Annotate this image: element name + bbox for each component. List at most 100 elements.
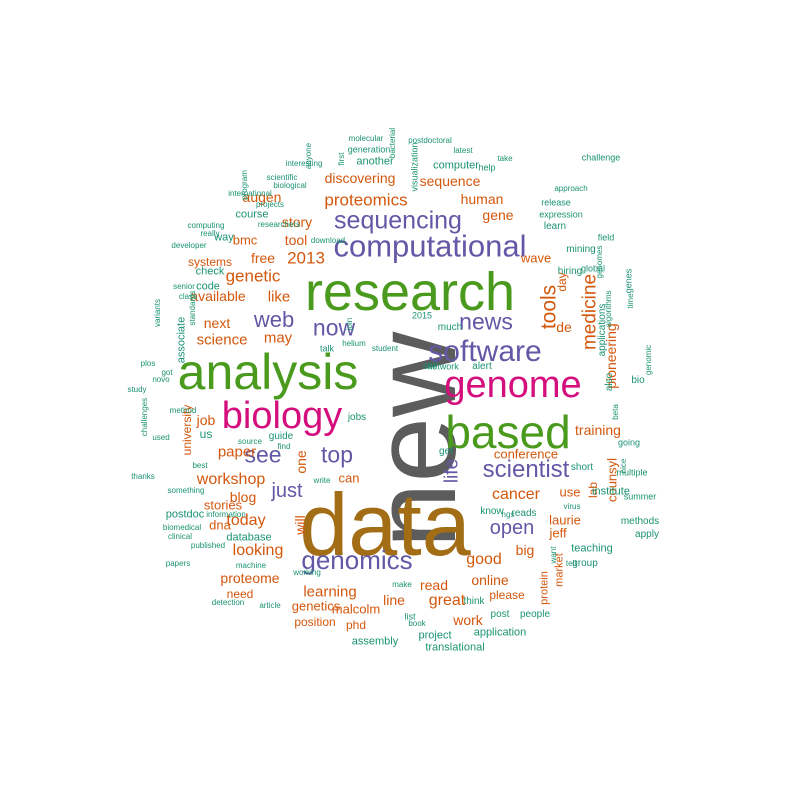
word-expression: expression bbox=[539, 209, 583, 220]
word-news: news bbox=[459, 308, 513, 335]
word-line: line bbox=[383, 592, 405, 608]
word-science: science bbox=[196, 331, 248, 349]
word-bmc: bmc bbox=[232, 232, 258, 248]
word-systems: systems bbox=[187, 255, 233, 269]
word-genetics: genetics bbox=[291, 598, 341, 614]
word-analysis: analysis bbox=[177, 344, 359, 400]
word-computing: computing bbox=[187, 221, 225, 230]
word-one: one bbox=[293, 450, 309, 474]
word-now: now bbox=[312, 314, 356, 341]
word-people: people bbox=[519, 609, 551, 620]
word-tell: tell bbox=[565, 559, 577, 568]
word-papers: papers bbox=[165, 559, 191, 568]
word-associate: associate bbox=[175, 316, 188, 364]
word-jeff: jeff bbox=[549, 525, 567, 541]
word-based: based bbox=[445, 406, 571, 458]
word-postdoctoral: postdoctoral bbox=[408, 136, 452, 145]
word-genomes: genomes bbox=[595, 245, 604, 279]
word-make: make bbox=[392, 580, 412, 589]
word-job: job bbox=[196, 412, 216, 428]
word-methods: methods bbox=[620, 516, 660, 527]
word-scientist: scientist bbox=[482, 456, 570, 483]
word-visualization: visualization bbox=[409, 142, 420, 192]
word-best: best bbox=[192, 461, 208, 470]
word-variants: variants bbox=[153, 298, 162, 328]
word-group: group bbox=[572, 558, 598, 569]
word-article: article bbox=[259, 601, 281, 610]
word-working: working bbox=[293, 568, 321, 577]
word-genes: genes bbox=[623, 268, 634, 294]
word-sequence: sequence bbox=[419, 173, 481, 189]
word-release: release bbox=[541, 197, 571, 208]
word-translational: translational bbox=[425, 641, 485, 654]
word-research: research bbox=[304, 262, 516, 322]
word-list: list bbox=[404, 611, 416, 622]
word-phd: phd bbox=[345, 618, 367, 632]
word-protein: protein bbox=[538, 571, 551, 605]
word-molecular: molecular bbox=[348, 134, 384, 143]
word-senior: senior bbox=[173, 282, 195, 291]
word-us: us bbox=[199, 427, 213, 441]
word-may: may bbox=[263, 329, 293, 347]
word-ngs: ngs bbox=[501, 510, 515, 519]
word-code: code bbox=[196, 280, 220, 293]
word-assembly: assembly bbox=[351, 635, 399, 648]
word-challenges: challenges bbox=[140, 397, 149, 437]
word-gene: gene bbox=[482, 207, 514, 223]
word-genomics: genomics bbox=[301, 545, 413, 575]
word-join: join bbox=[345, 317, 354, 331]
word-augen: augen bbox=[242, 189, 282, 205]
word-check: check bbox=[195, 265, 225, 278]
word-published: published bbox=[190, 541, 226, 550]
word-dna: dna bbox=[209, 517, 231, 533]
word-first: first bbox=[337, 152, 346, 166]
word-researchers: researchers bbox=[257, 220, 301, 229]
word-laurie: laurie bbox=[549, 512, 581, 528]
word-free: free bbox=[250, 250, 276, 266]
word-good: good bbox=[466, 551, 502, 568]
word-web: web bbox=[253, 307, 295, 332]
word-work: work bbox=[453, 612, 483, 628]
word-like: like bbox=[267, 288, 291, 306]
word-way: way bbox=[214, 231, 234, 244]
word-bio: bio bbox=[631, 375, 645, 386]
word-virus: virus bbox=[563, 502, 581, 511]
word-wave: wave bbox=[520, 250, 552, 266]
word-reads: reads bbox=[511, 508, 537, 519]
word-biological: biological bbox=[273, 181, 307, 190]
word-sequencing: sequencing bbox=[334, 206, 462, 235]
word-just: just bbox=[271, 480, 303, 502]
word-tool: tool bbox=[284, 232, 308, 248]
word-nice: nice bbox=[619, 458, 628, 474]
word-used: used bbox=[152, 433, 170, 442]
word-apply: apply bbox=[635, 529, 659, 540]
word-course: course bbox=[235, 208, 269, 221]
word-help: help bbox=[478, 162, 496, 173]
word-mining: mining bbox=[566, 244, 596, 255]
word-human: human bbox=[460, 191, 504, 207]
word-biomedical: biomedical bbox=[162, 523, 202, 532]
word-genome: genome bbox=[444, 364, 582, 406]
word-latest: latest bbox=[453, 146, 473, 155]
word-looking: looking bbox=[232, 542, 284, 559]
word-find: find bbox=[277, 442, 291, 451]
word-software: software bbox=[428, 335, 542, 368]
word-computer: computer bbox=[433, 159, 479, 172]
word-learning: learning bbox=[303, 583, 357, 601]
word-proteome: proteome bbox=[220, 570, 280, 586]
word-approach: approach bbox=[554, 184, 588, 193]
word-alert: alert bbox=[472, 361, 492, 372]
word-please: please bbox=[489, 588, 525, 602]
word-cancer: cancer bbox=[491, 486, 541, 503]
word-machine: machine bbox=[235, 561, 267, 570]
word-guide: guide bbox=[268, 431, 294, 442]
word-book: book bbox=[408, 619, 426, 628]
word-post: post bbox=[490, 609, 510, 620]
word-study: study bbox=[127, 385, 147, 394]
word-big: big bbox=[515, 542, 535, 558]
word-field: field bbox=[597, 232, 615, 243]
word-can: can bbox=[338, 470, 360, 486]
word-genomic: genomic bbox=[644, 344, 653, 376]
word-application: application bbox=[473, 626, 527, 639]
